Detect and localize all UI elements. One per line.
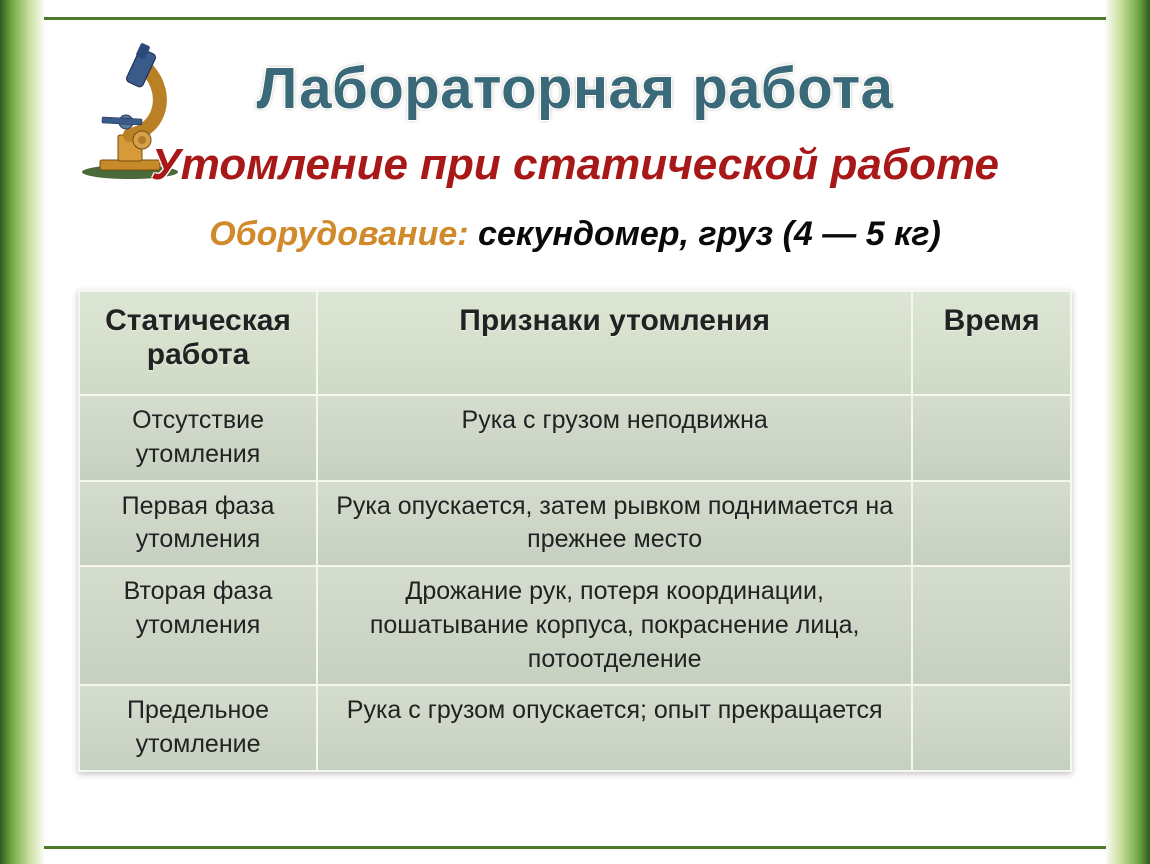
lab-table: Статическая работа Признаки утомления Вр…: [78, 290, 1072, 772]
bottom-frame-bar: [44, 846, 1106, 864]
slide-subtitle: Утомление при статической работе: [0, 140, 1150, 190]
cell-phase: Первая фаза утомления: [79, 481, 317, 567]
th-phase-l1: Статическая: [105, 304, 291, 337]
cell-signs: Рука опускается, затем рывком поднимаетс…: [317, 481, 912, 567]
top-frame-bar: [44, 0, 1106, 20]
cell-signs: Дрожание рук, потеря координации, пошаты…: [317, 566, 912, 685]
table-row: Предельное утомление Рука с грузом опуск…: [79, 685, 1071, 771]
cell-signs: Рука с грузом опускается; опыт прекращае…: [317, 685, 912, 771]
cell-phase: Предельное утомление: [79, 685, 317, 771]
cell-time: [912, 566, 1071, 685]
table-row: Первая фаза утомления Рука опускается, з…: [79, 481, 1071, 567]
th-time: Время: [912, 291, 1071, 395]
th-signs: Признаки утомления: [317, 291, 912, 395]
table-row: Отсутствие утомления Рука с грузом непод…: [79, 395, 1071, 481]
th-phase-l2: работа: [147, 338, 250, 371]
equipment-value: секундомер, груз (4 — 5 кг): [478, 215, 941, 253]
slide-title: Лабораторная работа: [0, 55, 1150, 122]
cell-time: [912, 685, 1071, 771]
table-header-row: Статическая работа Признаки утомления Вр…: [79, 291, 1071, 395]
cell-phase: Отсутствие утомления: [79, 395, 317, 481]
cell-signs: Рука с грузом неподвижна: [317, 395, 912, 481]
th-phase: Статическая работа: [79, 291, 317, 395]
cell-phase: Вторая фаза утомления: [79, 566, 317, 685]
equipment-line: Оборудование: секундомер, груз (4 — 5 кг…: [0, 215, 1150, 254]
equipment-label: Оборудование:: [209, 215, 468, 253]
cell-time: [912, 481, 1071, 567]
cell-time: [912, 395, 1071, 481]
table-row: Вторая фаза утомления Дрожание рук, поте…: [79, 566, 1071, 685]
